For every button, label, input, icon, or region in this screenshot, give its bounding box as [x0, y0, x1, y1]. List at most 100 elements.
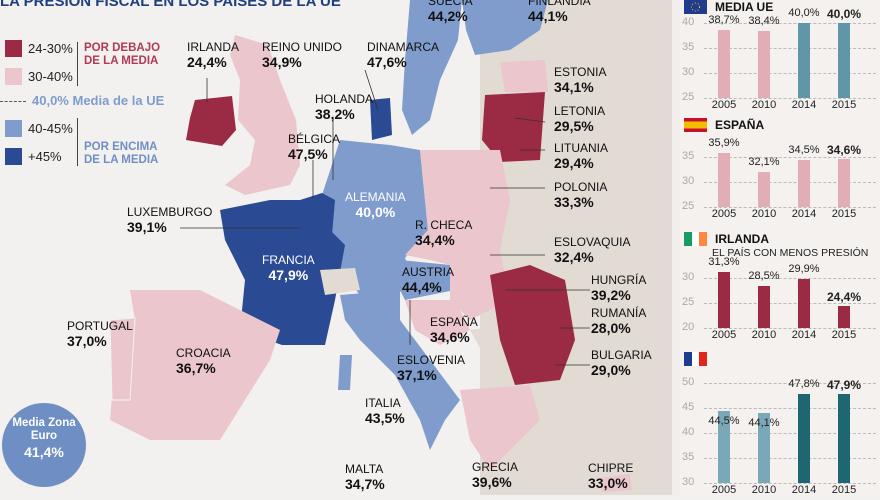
country-label-espaa: ESPAÑA 34,6%	[430, 315, 478, 345]
gridline	[704, 383, 876, 384]
y-tick-label: 30	[682, 476, 695, 488]
ireland-flag-icon	[684, 232, 707, 246]
country-label-reinounido: REINO UNIDO 34,9%	[262, 40, 342, 70]
x-tick-label: 2010	[751, 329, 777, 341]
country-value: 33,0%	[588, 475, 628, 491]
country-label-chipre: CHIPRE 33,0%	[588, 461, 633, 491]
y-tick-label: 50	[682, 376, 695, 388]
country-label-lituania: LITUANIA 29,4%	[554, 141, 608, 171]
country-value: 47,9%	[268, 267, 309, 283]
eu-average-label: Media de la UE	[72, 93, 165, 108]
country-label-holanda: HOLANDA 38,2%	[315, 92, 373, 122]
gridline	[704, 207, 876, 208]
mini-chart-title: MEDIA UE	[715, 0, 774, 14]
map-portugal	[109, 317, 136, 401]
bar	[838, 159, 850, 207]
country-name: R. CHECA	[415, 218, 473, 232]
y-tick-label: 40	[682, 16, 695, 28]
country-value: 29,0%	[591, 362, 631, 378]
dashed-line	[0, 101, 26, 103]
country-name: IRLANDA	[187, 40, 240, 54]
map-sardinia	[338, 355, 352, 390]
country-name: REINO UNIDO	[262, 40, 343, 54]
country-name: LETONIA	[554, 104, 606, 118]
country-name: CHIPRE	[588, 461, 634, 475]
gridline	[704, 483, 876, 484]
gridline	[704, 303, 876, 304]
x-tick-label: 2010	[751, 99, 777, 111]
x-tick-label: 2014	[791, 99, 817, 111]
country-value: 29,4%	[554, 155, 594, 171]
map-shapes	[109, 0, 680, 495]
x-tick-label: 2005	[711, 329, 737, 341]
country-label-polonia: POLONIA 33,3%	[554, 180, 607, 210]
country-label-dinamarca: DINAMARCA 47,6%	[367, 40, 439, 70]
country-value: 47,6%	[367, 54, 407, 70]
data-label: 34,5%	[788, 143, 820, 156]
data-label: 44,1%	[748, 416, 780, 429]
eu-average-legend: 40,0% Media de la UE	[0, 93, 164, 108]
country-label-rumana: RUMANÍA 28,0%	[591, 306, 646, 336]
y-tick-label: 25	[682, 200, 695, 212]
country-name: PORTUGAL	[67, 319, 133, 333]
legend-swatch	[5, 120, 22, 137]
bar	[718, 271, 730, 328]
bar	[838, 393, 850, 483]
country-value: 33,3%	[554, 194, 594, 210]
legend-item-40-45: 40-45%	[5, 120, 73, 137]
map-sweden	[402, 0, 462, 135]
legend-item-30-40: 30-40%	[5, 68, 73, 85]
data-label: 32,1%	[748, 155, 780, 168]
country-value: 39,2%	[591, 287, 631, 303]
legend-item-24-30: 24-30%	[5, 40, 73, 57]
country-label-suecia: SUECIA 44,2%	[428, 0, 473, 24]
x-tick-label: 2015	[831, 208, 857, 220]
x-tick-label: 2015	[831, 484, 857, 496]
gridline	[704, 182, 876, 183]
legend-label: +45%	[28, 149, 62, 164]
country-value: 34,6%	[430, 329, 470, 345]
gridline	[704, 458, 876, 459]
map-denmark	[370, 98, 392, 140]
country-value: 36,7%	[176, 360, 216, 376]
data-label: 44,5%	[708, 414, 740, 427]
x-tick-label: 2014	[791, 329, 817, 341]
country-name: LUXEMBURGO	[127, 205, 213, 219]
x-tick-label: 2014	[791, 484, 817, 496]
country-value: 44,4%	[402, 279, 442, 295]
gridline	[704, 73, 876, 74]
country-name: SUECIA	[428, 0, 473, 8]
x-tick-label: 2010	[751, 484, 777, 496]
map-switzerland	[320, 268, 360, 295]
bar	[838, 23, 850, 98]
country-name: BULGARIA	[591, 348, 652, 362]
country-name: FINLANDIA	[528, 0, 591, 8]
data-label: 47,8%	[788, 378, 820, 390]
legend-item-45-plus: +45%	[5, 148, 62, 165]
country-value: 34,7%	[345, 476, 385, 492]
data-label: 47,9%	[826, 377, 862, 392]
country-name: ESLOVAQUIA	[554, 235, 631, 249]
divider	[77, 42, 78, 86]
leader-lines	[180, 69, 590, 366]
x-tick-label: 2010	[751, 208, 777, 220]
data-label: 34,6%	[826, 143, 862, 157]
europe-map: LA PRESIÓN FISCAL EN LOS PAÍSES DE LA UE…	[0, 0, 680, 495]
x-tick-label: 2005	[711, 99, 737, 111]
country-label-francia: FRANCIA 47,9%	[262, 253, 315, 283]
y-tick-label: 35	[682, 150, 695, 162]
mini-chart-header: IRLANDA	[684, 232, 769, 246]
country-value: 43,5%	[365, 410, 405, 426]
mini-chart-header	[684, 352, 715, 366]
bar	[758, 412, 770, 483]
country-name: LITUANIA	[554, 141, 609, 155]
country-value: 34,4%	[415, 232, 455, 248]
map-iberia	[110, 290, 280, 440]
country-label-croacia: CROACIA 36,7%	[176, 346, 231, 376]
country-name: ITALIA	[365, 396, 401, 410]
bar	[758, 171, 770, 207]
bar	[798, 159, 810, 207]
legend-swatch	[5, 40, 22, 57]
country-name: AUSTRIA	[402, 265, 455, 279]
data-label: 35,9%	[708, 136, 740, 149]
